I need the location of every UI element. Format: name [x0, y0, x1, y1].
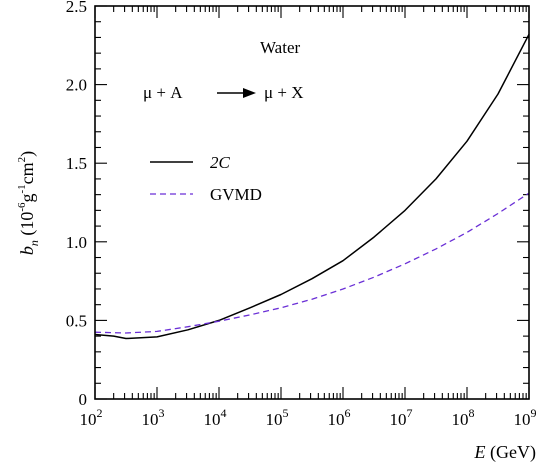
x-tick-label: 108 — [452, 406, 475, 429]
series-line-2c — [94, 33, 530, 340]
x-tick-label: 102 — [80, 406, 103, 429]
x-tick-label: 103 — [142, 406, 165, 429]
x-tick-label: 105 — [266, 406, 289, 429]
y-tick-label: 0.5 — [66, 311, 87, 330]
x-tick-label: 106 — [328, 406, 351, 429]
reaction-arrow-icon — [217, 88, 256, 98]
series-line-gvmd — [94, 192, 530, 334]
x-axis-title: E (GeV) — [474, 442, 536, 463]
y-tick-label: 1.0 — [66, 233, 87, 252]
y-tick-label: 1.5 — [66, 154, 87, 173]
legend: 2C GVMD — [150, 153, 262, 204]
x-tick-label: 109 — [514, 406, 537, 429]
series-layer — [94, 33, 530, 340]
y-axis-title: bn (10-6g-1cm2) — [16, 151, 41, 255]
legend-label-2c: 2C — [210, 153, 231, 172]
y-tick-label: 2.5 — [66, 0, 87, 16]
y-tick-label: 0 — [79, 390, 88, 409]
y-tick-label: 2.0 — [66, 76, 87, 95]
reaction-left: μ + A — [143, 83, 183, 102]
labels-layer: 102 103 104 105 106 107 108 109 0 0.5 1.0 1.5 2.0 2.5 — [66, 0, 537, 429]
legend-label-gvmd: GVMD — [210, 185, 262, 204]
x-tick-label: 104 — [204, 406, 227, 429]
reaction-right: μ + X — [264, 83, 303, 102]
ticks-layer — [94, 5, 530, 400]
plot-frame — [94, 5, 530, 400]
x-tick-label: 107 — [390, 406, 413, 429]
material-label: Water — [260, 38, 300, 57]
